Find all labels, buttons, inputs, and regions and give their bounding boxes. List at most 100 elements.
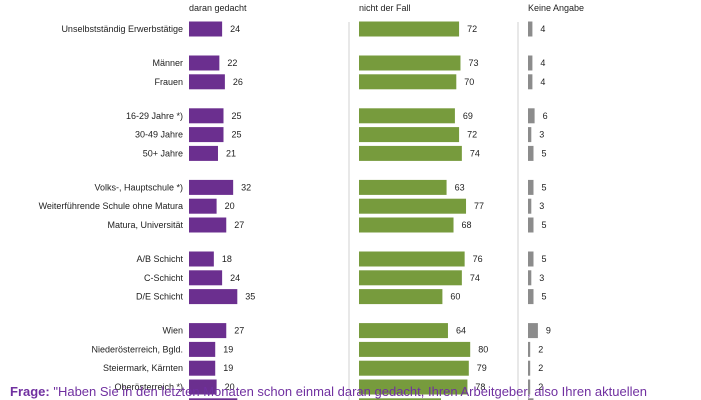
question-text: Frage: "Haben Sie in den letzten Monaten… — [10, 384, 700, 400]
bar-3-3 — [528, 74, 533, 90]
value-2-6: 74 — [470, 148, 480, 158]
value-3-6: 5 — [542, 148, 547, 158]
bar-3-11 — [528, 270, 532, 286]
bar-1-9 — [189, 217, 227, 233]
bar-2-6 — [359, 145, 462, 161]
bar-3-15 — [528, 360, 531, 376]
row-label-2: Männer — [152, 58, 183, 68]
value-2-10: 76 — [473, 254, 483, 264]
row-label-12: D/E Schicht — [136, 292, 184, 302]
legend-2: nicht der Fall — [359, 3, 411, 13]
bar-3-12 — [528, 289, 534, 305]
bar-2-2 — [359, 55, 461, 71]
value-3-7: 5 — [542, 182, 547, 192]
value-3-9: 5 — [542, 220, 547, 230]
legend-3: Keine Angabe — [528, 3, 584, 13]
value-1-16: 20 — [225, 382, 235, 392]
value-3-15: 2 — [538, 363, 543, 373]
bar-3-9 — [528, 217, 534, 233]
value-2-1: 72 — [467, 24, 477, 34]
bar-3-8 — [528, 198, 532, 214]
question-body: "Haben Sie in den letzten Monaten schon … — [49, 384, 647, 399]
row-label-6: 50+ Jahre — [143, 148, 183, 158]
row-label-10: A/B Schicht — [136, 254, 183, 264]
bar-3-6 — [528, 145, 534, 161]
value-1-12: 35 — [245, 292, 255, 302]
value-2-4: 69 — [463, 111, 473, 121]
bar-3-10 — [528, 251, 534, 267]
value-2-5: 72 — [467, 130, 477, 140]
bar-1-17 — [189, 398, 238, 400]
bar-1-14 — [189, 341, 216, 357]
row-label-16: Oberösterreich *) — [114, 382, 183, 392]
value-2-9: 68 — [462, 220, 472, 230]
value-2-15: 79 — [477, 363, 487, 373]
bar-2-1 — [359, 21, 460, 37]
row-label-3: Frauen — [154, 77, 183, 87]
legend-1: daran gedacht — [189, 3, 247, 13]
bar-2-8 — [359, 198, 467, 214]
value-3-4: 6 — [543, 111, 548, 121]
value-3-8: 3 — [539, 201, 544, 211]
value-3-5: 3 — [539, 130, 544, 140]
bar-2-16 — [359, 379, 468, 395]
value-1-7: 32 — [241, 182, 251, 192]
value-3-13: 9 — [546, 326, 551, 336]
value-3-10: 5 — [542, 254, 547, 264]
value-2-8: 77 — [474, 201, 484, 211]
bar-1-1 — [189, 21, 223, 37]
row-label-9: Matura, Universität — [107, 220, 183, 230]
bar-3-16 — [528, 379, 531, 395]
value-1-1: 24 — [230, 24, 240, 34]
bar-2-14 — [359, 341, 471, 357]
bar-2-3 — [359, 74, 457, 90]
value-1-5: 25 — [232, 130, 242, 140]
bar-1-13 — [189, 323, 227, 339]
bar-1-12 — [189, 289, 238, 305]
value-1-15: 19 — [223, 363, 233, 373]
value-2-13: 64 — [456, 326, 466, 336]
bar-3-2 — [528, 55, 533, 71]
bar-1-5 — [189, 127, 224, 143]
bar-2-10 — [359, 251, 465, 267]
bar-3-4 — [528, 108, 535, 124]
bar-2-12 — [359, 289, 443, 305]
value-1-4: 25 — [232, 111, 242, 121]
value-3-16: 2 — [538, 382, 543, 392]
bar-1-3 — [189, 74, 225, 90]
bar-1-10 — [189, 251, 214, 267]
bar-2-7 — [359, 179, 447, 195]
row-label-14: Niederösterreich, Bgld. — [91, 344, 183, 354]
bar-3-1 — [528, 21, 533, 37]
value-1-9: 27 — [234, 220, 244, 230]
bar-2-13 — [359, 323, 448, 339]
row-label-4: 16-29 Jahre *) — [126, 111, 183, 121]
value-1-10: 18 — [222, 254, 232, 264]
value-1-8: 20 — [225, 201, 235, 211]
bar-1-6 — [189, 145, 218, 161]
row-label-11: C-Schicht — [144, 273, 184, 283]
bar-1-8 — [189, 198, 217, 214]
row-label-8: Weiterführende Schule ohne Matura — [39, 201, 183, 211]
bar-2-9 — [359, 217, 454, 233]
value-3-2: 4 — [540, 58, 545, 68]
bar-1-2 — [189, 55, 220, 71]
bar-1-11 — [189, 270, 223, 286]
value-1-14: 19 — [223, 344, 233, 354]
row-label-15: Steiermark, Kärnten — [103, 363, 183, 373]
value-2-7: 63 — [455, 182, 465, 192]
bar-1-7 — [189, 179, 234, 195]
question-label: Frage: — [10, 384, 50, 399]
bar-2-11 — [359, 270, 462, 286]
bar-2-4 — [359, 108, 455, 124]
value-3-12: 5 — [542, 292, 547, 302]
value-1-2: 22 — [227, 58, 237, 68]
value-2-11: 74 — [470, 273, 480, 283]
bar-3-5 — [528, 127, 532, 143]
value-3-11: 3 — [539, 273, 544, 283]
value-2-14: 80 — [478, 344, 488, 354]
row-label-5: 30-49 Jahre — [135, 130, 183, 140]
value-2-2: 73 — [468, 58, 478, 68]
value-3-3: 4 — [540, 77, 545, 87]
